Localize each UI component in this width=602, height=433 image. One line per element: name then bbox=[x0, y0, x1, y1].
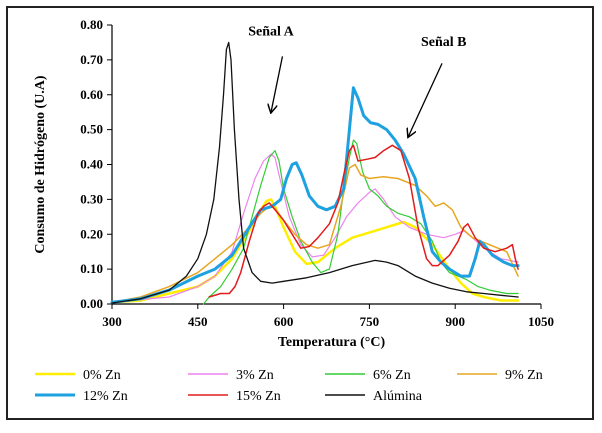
y-tick-label: 0.40 bbox=[80, 157, 103, 172]
legend-item: 9% Zn bbox=[457, 368, 543, 383]
series-line-3-zn bbox=[111, 153, 519, 303]
legend: 0% Zn 3% Zn 6% Zn 9% Zn 12% Zn 15% Zn Alúmina bbox=[35, 368, 543, 404]
legend-label: 3% Zn bbox=[236, 368, 274, 383]
y-tick-label: 0.10 bbox=[80, 261, 103, 276]
x-tick-label: 900 bbox=[445, 314, 465, 329]
legend-label: Alúmina bbox=[373, 389, 423, 404]
axes: 0.00 0.10 0.20 0.30 0.40 0.50 0.60 0.70 0.80 300 4… bbox=[80, 17, 554, 329]
y-tick-label: 0.30 bbox=[80, 191, 103, 206]
legend-label: 0% Zn bbox=[83, 368, 121, 383]
x-tick-label: 1050 bbox=[528, 314, 554, 329]
series-lines bbox=[110, 41, 520, 305]
legend-item: 15% Zn bbox=[188, 389, 281, 404]
series-line-15-zn bbox=[208, 144, 519, 298]
y-tick-label: 0.70 bbox=[80, 52, 103, 67]
y-tick-label: 0.00 bbox=[80, 296, 103, 311]
y-tick-label: 0.50 bbox=[80, 122, 103, 137]
y-tick-label: 0.60 bbox=[80, 87, 103, 102]
annotation-label: Señal A bbox=[248, 24, 294, 39]
annotations: Señal A Señal B bbox=[248, 24, 467, 136]
x-axis-label: Temperatura (°C) bbox=[278, 335, 386, 350]
y-axis-label: Consumo de Hidrógeno (U.A) bbox=[33, 75, 48, 253]
legend-item: 12% Zn bbox=[35, 389, 128, 404]
series-line-12-zn bbox=[110, 86, 520, 304]
annotation-arrow bbox=[271, 56, 284, 112]
series-line-6-zn bbox=[202, 139, 519, 305]
legend-label: 6% Zn bbox=[373, 368, 411, 383]
legend-label: 12% Zn bbox=[83, 389, 128, 404]
legend-label: 15% Zn bbox=[236, 389, 281, 404]
chart-frame bbox=[6, 6, 594, 420]
x-tick-label: 750 bbox=[360, 314, 380, 329]
series-line-al-mina bbox=[111, 41, 519, 304]
legend-item: 3% Zn bbox=[188, 368, 274, 383]
annotation-arrow bbox=[408, 63, 443, 136]
annotation-label: Señal B bbox=[421, 35, 467, 50]
y-tick-label: 0.80 bbox=[80, 17, 103, 32]
legend-label: 9% Zn bbox=[505, 368, 543, 383]
legend-item: 0% Zn bbox=[35, 368, 121, 383]
x-tick-label: 600 bbox=[274, 314, 294, 329]
legend-item: Alúmina bbox=[325, 389, 423, 404]
legend-item: 6% Zn bbox=[325, 368, 411, 383]
x-tick-label: 300 bbox=[102, 314, 122, 329]
x-tick-label: 450 bbox=[188, 314, 208, 329]
y-tick-label: 0.20 bbox=[80, 226, 103, 241]
